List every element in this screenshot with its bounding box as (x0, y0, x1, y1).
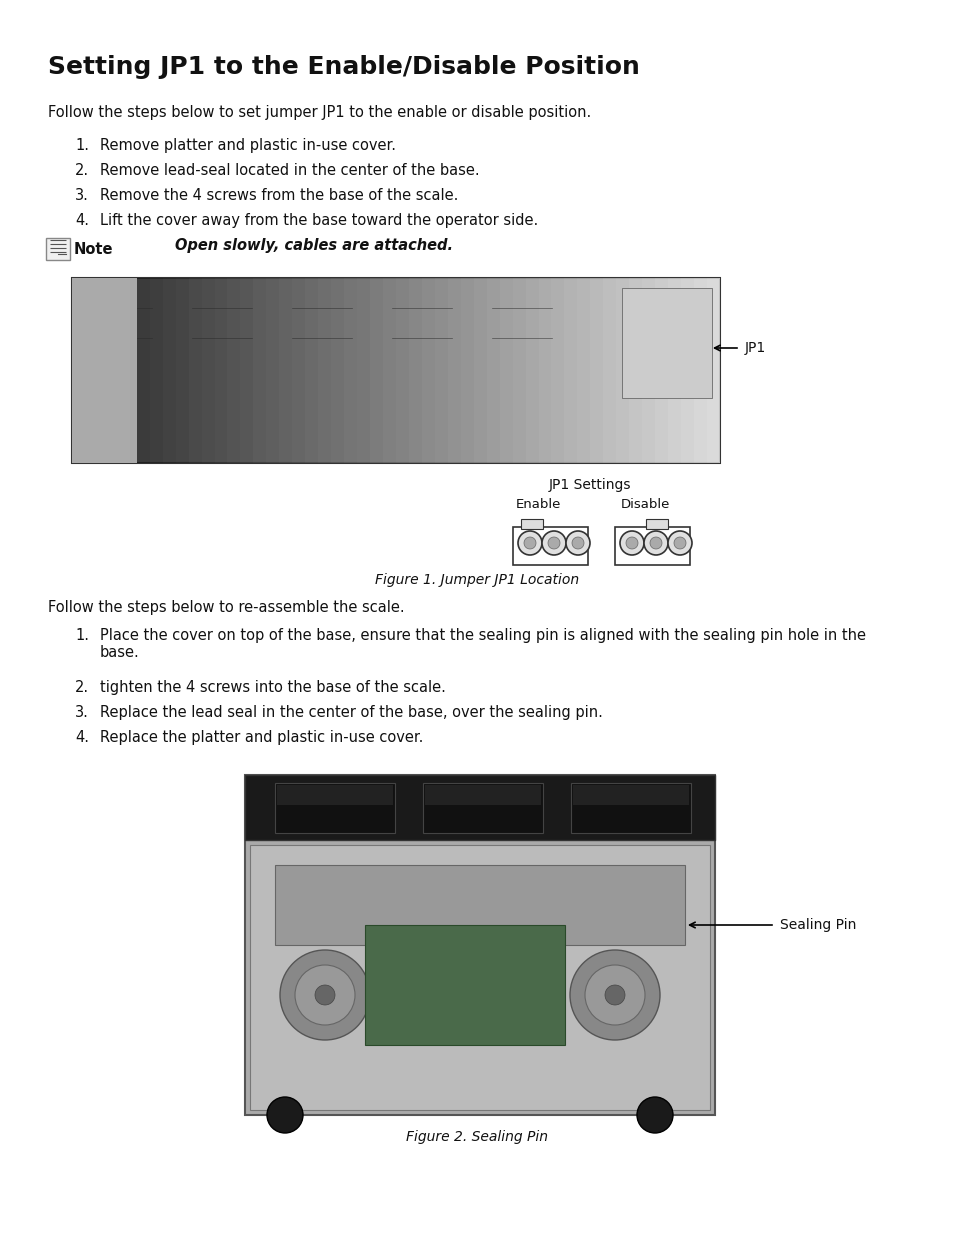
Text: Setting JP1 to the Enable/Disable Position: Setting JP1 to the Enable/Disable Positi… (48, 56, 639, 79)
Text: tighten the 4 screws into the base of the scale.: tighten the 4 screws into the base of th… (100, 680, 445, 695)
Bar (424, 785, 540, 805)
Bar (573, 785, 688, 805)
Bar (520, 519, 542, 529)
Bar (46, 238, 70, 261)
Circle shape (643, 531, 667, 555)
Bar (645, 519, 667, 529)
Circle shape (517, 531, 541, 555)
Text: 3.: 3. (75, 188, 89, 203)
Text: 2.: 2. (75, 680, 89, 695)
Text: Remove lead-seal located in the center of the base.: Remove lead-seal located in the center o… (100, 163, 479, 178)
Circle shape (280, 950, 370, 1040)
Circle shape (569, 950, 659, 1040)
Text: JP1: JP1 (744, 341, 765, 354)
Text: 3.: 3. (75, 705, 89, 720)
Circle shape (673, 537, 685, 550)
Bar (422, 783, 542, 832)
Circle shape (604, 986, 624, 1005)
Bar (513, 527, 587, 564)
Bar (365, 925, 564, 1045)
Circle shape (314, 986, 335, 1005)
Bar (274, 864, 684, 945)
Text: Open slowly, cables are attached.: Open slowly, cables are attached. (174, 238, 453, 253)
Bar (245, 776, 714, 1115)
Bar (571, 783, 690, 832)
Circle shape (523, 537, 536, 550)
Circle shape (547, 537, 559, 550)
Text: JP1 Settings: JP1 Settings (548, 478, 631, 492)
Text: Lift the cover away from the base toward the operator side.: Lift the cover away from the base toward… (100, 212, 537, 228)
FancyBboxPatch shape (71, 278, 720, 463)
Text: Remove the 4 screws from the base of the scale.: Remove the 4 screws from the base of the… (100, 188, 457, 203)
Text: Sealing Pin: Sealing Pin (780, 918, 856, 932)
Bar (71, 278, 137, 463)
Circle shape (584, 965, 644, 1025)
Text: Figure 2. Sealing Pin: Figure 2. Sealing Pin (406, 1130, 547, 1144)
Text: 4.: 4. (75, 730, 89, 745)
Bar (621, 288, 711, 398)
Text: Enable: Enable (515, 498, 560, 511)
Text: Figure 1. Jumper JP1 Location: Figure 1. Jumper JP1 Location (375, 573, 578, 587)
Text: 2.: 2. (75, 163, 89, 178)
Bar (276, 785, 393, 805)
Circle shape (294, 965, 355, 1025)
Circle shape (572, 537, 583, 550)
Text: Remove platter and plastic in-use cover.: Remove platter and plastic in-use cover. (100, 138, 395, 153)
Bar (245, 776, 714, 840)
Text: Follow the steps below to re-assemble the scale.: Follow the steps below to re-assemble th… (48, 600, 404, 615)
Circle shape (541, 531, 565, 555)
Text: 1.: 1. (75, 629, 89, 643)
Circle shape (267, 1097, 303, 1132)
Bar (274, 783, 395, 832)
Circle shape (619, 531, 643, 555)
Bar (615, 527, 689, 564)
Circle shape (625, 537, 638, 550)
Text: Note: Note (74, 242, 113, 257)
Text: 1.: 1. (75, 138, 89, 153)
Text: Replace the platter and plastic in-use cover.: Replace the platter and plastic in-use c… (100, 730, 423, 745)
Circle shape (667, 531, 691, 555)
Text: Place the cover on top of the base, ensure that the sealing pin is aligned with : Place the cover on top of the base, ensu… (100, 629, 865, 661)
Circle shape (649, 537, 661, 550)
Text: 4.: 4. (75, 212, 89, 228)
Text: Follow the steps below to set jumper JP1 to the enable or disable position.: Follow the steps below to set jumper JP1… (48, 105, 591, 120)
Circle shape (565, 531, 589, 555)
Bar (250, 845, 709, 1110)
Circle shape (637, 1097, 672, 1132)
Text: Disable: Disable (619, 498, 669, 511)
Text: Replace the lead seal in the center of the base, over the sealing pin.: Replace the lead seal in the center of t… (100, 705, 602, 720)
